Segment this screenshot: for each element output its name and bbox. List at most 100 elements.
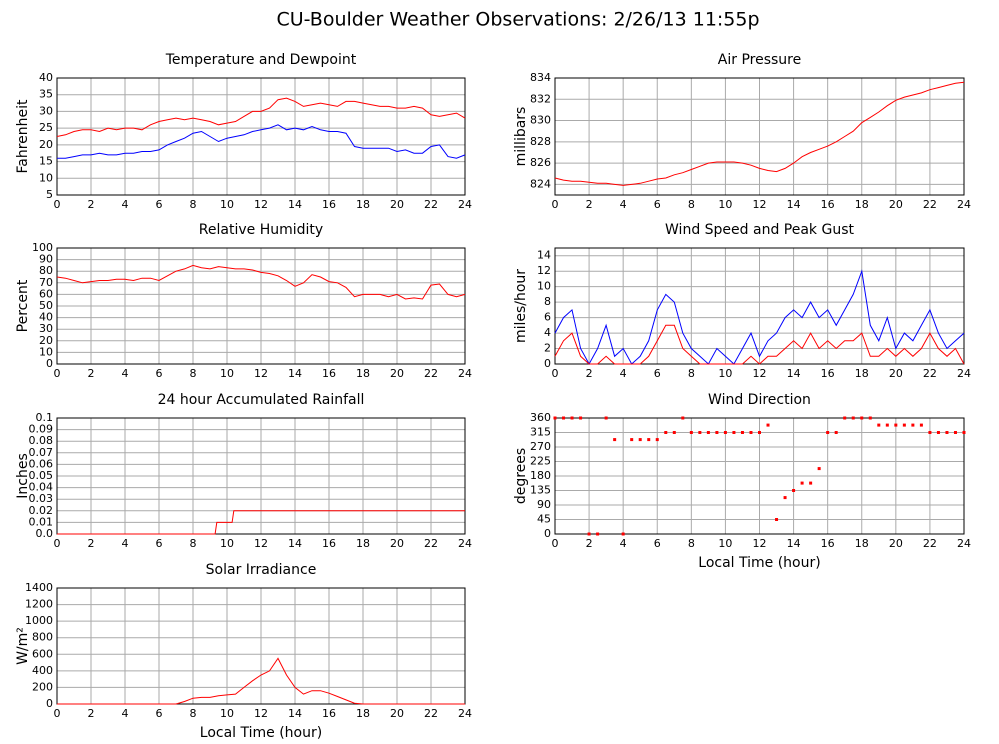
chart-title: Relative Humidity bbox=[199, 222, 323, 238]
x-tick-label: 0 bbox=[54, 537, 61, 550]
x-tick-label: 4 bbox=[122, 537, 129, 550]
x-tick-label: 24 bbox=[957, 198, 971, 211]
point bbox=[766, 423, 770, 427]
chart-title: Wind Direction bbox=[708, 392, 811, 408]
y-axis-label: Fahrenheit bbox=[15, 99, 31, 174]
x-tick-label: 10 bbox=[220, 367, 234, 380]
x-tick-label: 18 bbox=[356, 537, 370, 550]
x-tick-label: 4 bbox=[122, 707, 129, 720]
x-tick-label: 16 bbox=[821, 367, 835, 380]
plot-frame bbox=[56, 247, 466, 365]
point bbox=[783, 496, 787, 500]
y-tick-label: 0.02 bbox=[29, 504, 54, 517]
y-tick-label: 824 bbox=[530, 177, 551, 190]
point bbox=[843, 416, 847, 420]
y-tick-label: 6 bbox=[544, 311, 551, 324]
x-tick-label: 16 bbox=[322, 367, 336, 380]
chart-title: Wind Speed and Peak Gust bbox=[665, 222, 854, 238]
point bbox=[638, 438, 642, 442]
y-tick-label: 0.09 bbox=[29, 423, 54, 436]
x-tick-label: 6 bbox=[654, 537, 661, 550]
x-tick-label: 6 bbox=[156, 707, 163, 720]
y-tick-label: 80 bbox=[39, 264, 53, 277]
x-tick-label: 0 bbox=[54, 707, 61, 720]
y-tick-label: 270 bbox=[530, 440, 551, 453]
x-tick-label: 8 bbox=[190, 367, 197, 380]
y-tick-label: 60 bbox=[39, 287, 53, 300]
x-tick-label: 10 bbox=[220, 707, 234, 720]
x-tick-label: 10 bbox=[220, 537, 234, 550]
y-tick-label: 0.08 bbox=[29, 434, 54, 447]
point bbox=[953, 431, 957, 434]
x-tick-label: 12 bbox=[254, 198, 268, 211]
x-tick-label: 2 bbox=[88, 707, 95, 720]
y-tick-label: 10 bbox=[39, 345, 53, 358]
point bbox=[698, 431, 702, 434]
y-tick-label: 0 bbox=[544, 357, 551, 370]
x-tick-label: 8 bbox=[190, 707, 197, 720]
x-tick-label: 24 bbox=[957, 367, 971, 380]
point bbox=[613, 438, 617, 442]
chart-title: Solar Irradiance bbox=[206, 562, 317, 578]
y-tick-label: 400 bbox=[32, 664, 53, 677]
y-tick-label: 15 bbox=[39, 155, 53, 168]
y-tick-label: 0.1 bbox=[36, 411, 54, 424]
x-tick-label: 16 bbox=[322, 707, 336, 720]
y-tick-label: 832 bbox=[530, 92, 551, 105]
point bbox=[553, 416, 557, 420]
x-tick-label: 2 bbox=[586, 198, 593, 211]
plot-frame bbox=[56, 417, 466, 535]
y-tick-label: 0.01 bbox=[29, 515, 54, 528]
point bbox=[681, 416, 685, 420]
x-tick-label: 12 bbox=[753, 537, 767, 550]
point bbox=[672, 431, 676, 434]
point bbox=[562, 416, 566, 420]
x-tick-label: 16 bbox=[322, 198, 336, 211]
x-tick-label: 0 bbox=[54, 367, 61, 380]
series-line bbox=[57, 657, 465, 705]
x-tick-label: 6 bbox=[156, 198, 163, 211]
x-tick-label: 12 bbox=[753, 367, 767, 380]
y-tick-label: 360 bbox=[530, 411, 551, 424]
point bbox=[962, 431, 966, 434]
x-tick-label: 4 bbox=[620, 198, 627, 211]
y-tick-label: 1000 bbox=[25, 614, 53, 627]
x-tick-label: 20 bbox=[390, 537, 404, 550]
x-axis-label: Local Time (hour) bbox=[200, 725, 322, 741]
series-line bbox=[56, 97, 466, 137]
point bbox=[809, 481, 813, 485]
series-line bbox=[554, 81, 965, 186]
point bbox=[860, 416, 864, 420]
y-tick-label: 8 bbox=[544, 295, 551, 308]
point bbox=[655, 438, 659, 442]
point bbox=[894, 423, 898, 427]
series-line bbox=[554, 269, 965, 366]
x-tick-label: 24 bbox=[957, 537, 971, 550]
x-tick-label: 14 bbox=[288, 367, 302, 380]
y-tick-label: 315 bbox=[530, 426, 551, 439]
y-tick-label: 90 bbox=[39, 253, 53, 266]
x-tick-label: 14 bbox=[288, 198, 302, 211]
x-tick-label: 22 bbox=[424, 707, 438, 720]
y-tick-label: 1200 bbox=[25, 598, 53, 611]
y-tick-label: 90 bbox=[537, 498, 551, 511]
point bbox=[834, 431, 838, 434]
y-axis-label: Percent bbox=[15, 279, 31, 332]
x-tick-label: 20 bbox=[889, 537, 903, 550]
y-tick-label: 830 bbox=[530, 114, 551, 127]
x-tick-label: 4 bbox=[122, 367, 129, 380]
point bbox=[911, 423, 915, 427]
y-axis-label: miles/hour bbox=[513, 269, 529, 343]
point bbox=[604, 416, 608, 420]
y-tick-label: 826 bbox=[530, 156, 551, 169]
x-tick-label: 10 bbox=[718, 198, 732, 211]
x-tick-label: 18 bbox=[356, 707, 370, 720]
y-tick-label: 0.0 bbox=[36, 527, 54, 540]
point bbox=[902, 423, 906, 427]
x-tick-label: 14 bbox=[288, 537, 302, 550]
y-tick-label: 0.04 bbox=[29, 481, 54, 494]
x-tick-label: 0 bbox=[552, 198, 559, 211]
y-tick-label: 180 bbox=[530, 469, 551, 482]
point bbox=[868, 416, 872, 420]
